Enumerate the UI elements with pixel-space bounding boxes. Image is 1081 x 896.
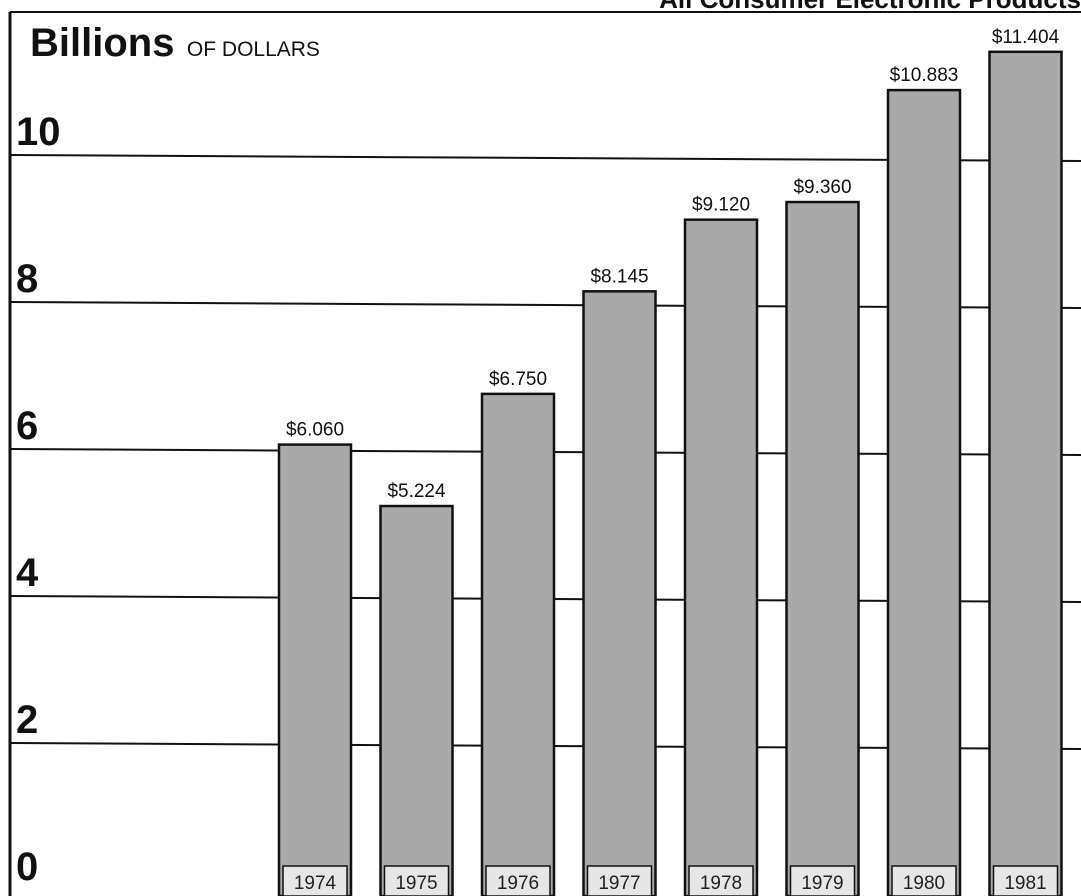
category-label-1980: 1980 xyxy=(903,873,945,894)
category-box-1976 xyxy=(485,865,551,896)
y-tick-label-8: 8 xyxy=(16,257,38,301)
y-tick-label-10: 10 xyxy=(16,110,61,154)
value-label-1975: $5.224 xyxy=(387,481,446,502)
bar-1976 xyxy=(480,392,556,896)
category-box-1980 xyxy=(891,865,957,896)
value-label-1981: $11.404 xyxy=(992,27,1060,48)
y-tick-label-4: 4 xyxy=(16,551,39,595)
category-label-1976: 1976 xyxy=(497,873,539,894)
value-label-1977: $8.145 xyxy=(590,266,648,287)
bar-1978 xyxy=(683,218,759,896)
chart-title: All Consumer Electronic Products xyxy=(659,0,1081,14)
bars: $6.060 1974 $5.224 1975 $6.750 1976 $8.145 1977… xyxy=(277,27,1063,896)
category-label-1975: 1975 xyxy=(395,873,437,894)
category-label-1974: 1974 xyxy=(294,873,337,894)
y-unit-label: Billions OF DOLLARS xyxy=(30,21,320,65)
bar-1977 xyxy=(582,290,657,896)
value-label-1980: $10.883 xyxy=(890,65,959,86)
y-tick-label-0: 0 xyxy=(16,845,38,889)
y-tick-label-6: 6 xyxy=(16,404,38,448)
value-label-1978: $9.120 xyxy=(692,195,750,216)
value-label-1974: $6.060 xyxy=(286,420,344,441)
category-box-1977 xyxy=(586,865,653,896)
bar-1975 xyxy=(379,504,454,896)
value-label-1976: $6.750 xyxy=(489,369,547,390)
bar-1980 xyxy=(886,88,962,896)
y-axis-ticks: 0 2 4 6 8 10 xyxy=(16,110,61,889)
category-box-1981 xyxy=(992,865,1059,896)
category-box-1974 xyxy=(282,865,348,896)
value-label-1979: $9.360 xyxy=(793,177,851,198)
bar-1979 xyxy=(785,200,860,896)
bar-1974 xyxy=(277,443,353,896)
y-tick-label-2: 2 xyxy=(16,698,38,742)
y-unit-main: Billions xyxy=(30,21,174,65)
category-box-1978 xyxy=(688,865,754,896)
category-label-1978: 1978 xyxy=(700,873,742,894)
category-label-1977: 1977 xyxy=(598,873,640,894)
category-label-1981: 1981 xyxy=(1004,873,1046,894)
category-box-1975 xyxy=(383,865,450,896)
bar-1981 xyxy=(988,50,1063,896)
category-label-1979: 1979 xyxy=(801,873,843,894)
category-box-1979 xyxy=(789,865,856,896)
y-unit-sub: OF DOLLARS xyxy=(187,38,320,61)
